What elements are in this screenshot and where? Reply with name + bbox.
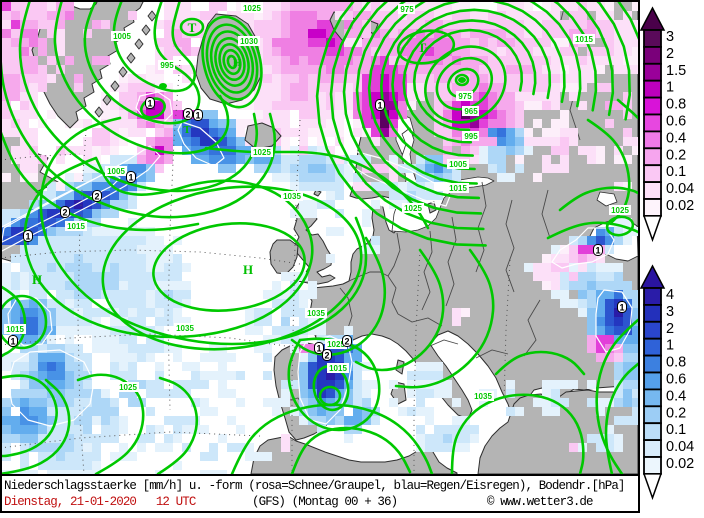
svg-text:1: 1 [619,303,624,313]
svg-text:0.8: 0.8 [666,355,686,371]
svg-text:0.02: 0.02 [666,198,694,214]
svg-text:2: 2 [185,110,190,120]
svg-text:3: 3 [666,304,674,320]
svg-text:1025: 1025 [119,383,137,392]
svg-text:1025: 1025 [243,4,261,13]
svg-text:2: 2 [94,192,99,202]
svg-text:H: H [32,272,42,287]
svg-text:0.04: 0.04 [666,181,694,197]
svg-text:995: 995 [464,132,478,141]
svg-text:1: 1 [377,101,382,111]
svg-text:1025: 1025 [327,340,345,349]
svg-text:© www.wetter3.de: © www.wetter3.de [487,495,593,509]
svg-text:0.02: 0.02 [666,456,694,472]
svg-text:2: 2 [666,321,674,337]
svg-text:1015: 1015 [449,184,467,193]
svg-text:1: 1 [10,337,15,347]
svg-text:1: 1 [195,111,200,121]
svg-text:1025: 1025 [404,204,422,213]
svg-text:0.8: 0.8 [666,97,686,113]
svg-text:1.5: 1.5 [666,63,686,79]
svg-text:0.4: 0.4 [666,388,686,404]
svg-text:(GFS) (Montag 00 + 36): (GFS) (Montag 00 + 36) [252,495,397,509]
svg-text:2: 2 [324,351,329,361]
svg-text:0.2: 0.2 [666,147,686,163]
svg-text:1: 1 [666,338,674,354]
svg-text:1005: 1005 [107,167,125,176]
svg-text:1035: 1035 [307,309,325,318]
svg-text:H: H [233,57,242,69]
svg-text:0.2: 0.2 [666,405,686,421]
svg-text:T: T [183,124,191,136]
svg-text:975: 975 [400,5,414,14]
svg-text:1: 1 [25,232,30,242]
svg-text:H: H [243,262,253,277]
svg-text:T: T [418,40,427,55]
svg-text:0.1: 0.1 [666,164,686,180]
svg-text:0.04: 0.04 [666,439,694,455]
svg-text:1035: 1035 [176,324,194,333]
svg-text:2: 2 [344,337,349,347]
svg-text:1035: 1035 [474,392,492,401]
svg-text:0.6: 0.6 [666,114,686,130]
svg-text:0.1: 0.1 [666,422,686,438]
svg-text:1: 1 [666,80,674,96]
svg-text:1025: 1025 [611,206,629,215]
svg-text:4: 4 [666,287,674,303]
svg-text:Dienstag, 21-01-2020 12 UTC: Dienstag, 21-01-2020 12 UTC [4,495,196,509]
svg-text:T: T [188,20,197,35]
svg-text:1015: 1015 [575,35,593,44]
svg-text:1: 1 [595,246,600,256]
svg-text:1: 1 [147,99,152,109]
svg-text:1: 1 [128,173,133,183]
svg-text:1030: 1030 [240,37,258,46]
svg-text:0.4: 0.4 [666,130,686,146]
svg-text:1005: 1005 [113,32,131,41]
svg-text:1015: 1015 [6,325,24,334]
svg-text:995: 995 [160,61,174,70]
svg-text:0.6: 0.6 [666,372,686,388]
svg-text:1015: 1015 [329,364,347,373]
svg-text:3: 3 [666,29,674,45]
svg-text:1: 1 [316,344,321,354]
svg-text:Niederschlagsstaerke [mm/h] u.: Niederschlagsstaerke [mm/h] u. -form (ro… [4,479,625,493]
svg-text:1015: 1015 [67,222,85,231]
svg-text:1035: 1035 [283,192,301,201]
svg-text:2: 2 [62,208,67,218]
svg-text:1025: 1025 [253,148,271,157]
svg-text:975: 975 [458,92,472,101]
svg-text:965: 965 [464,107,478,116]
svg-text:2: 2 [666,46,674,62]
svg-text:1005: 1005 [449,160,467,169]
